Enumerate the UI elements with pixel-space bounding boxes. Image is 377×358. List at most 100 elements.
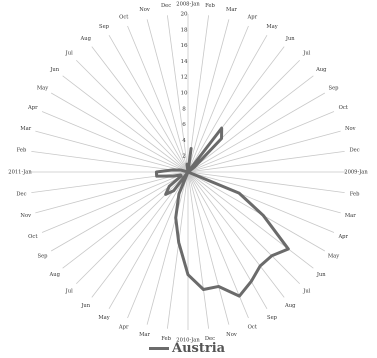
series-line-austria (154, 126, 290, 298)
radial-tick-label: 8 (182, 106, 186, 112)
spoke-line (35, 171, 189, 214)
spoke-line (187, 150, 345, 173)
month-label: Aug (284, 303, 296, 309)
month-label: 2011-Jan (8, 170, 32, 176)
month-label: Jun (80, 303, 90, 309)
spoke-line (187, 19, 230, 173)
spoke-line (75, 59, 189, 173)
spoke-line (146, 171, 189, 325)
radial-tick-label: 4 (182, 138, 186, 144)
spoke-line (187, 171, 249, 319)
radial-tick-label: 6 (182, 122, 186, 128)
month-label: Feb (205, 3, 215, 9)
radial-tick-label: 20 (180, 12, 188, 18)
month-label: Nov (345, 126, 356, 132)
spoke-line (41, 111, 189, 173)
spoke-line (108, 34, 189, 173)
month-label: Apr (27, 105, 38, 111)
month-label: Feb (161, 336, 171, 342)
legend-swatch (149, 346, 169, 350)
month-label: Sep (267, 315, 278, 321)
spoke-line (187, 25, 249, 173)
month-label: Feb (17, 148, 27, 154)
spoke-line (187, 171, 268, 310)
month-label: Nov (20, 213, 31, 219)
spoke-line (108, 171, 189, 310)
month-label: Apr (118, 325, 129, 331)
month-labels: 2008-Jan Feb Mar Apr May Jun Jul Aug Sep Oct Nov De… (8, 2, 368, 344)
radial-tick-label: 2 (182, 154, 186, 160)
month-label: 2009-Jan (344, 170, 368, 176)
spoke-line (166, 15, 189, 173)
spoke-line (187, 171, 345, 194)
month-label: May (37, 86, 48, 92)
series-layer (154, 126, 290, 298)
spoke-line (166, 171, 189, 329)
radial-tick-label: 10 (180, 91, 188, 97)
month-label: Sep (99, 24, 110, 30)
month-label: Dec (16, 191, 26, 197)
month-label: 2010-Jan (176, 338, 200, 344)
spoke-line (187, 111, 335, 173)
spoke-line (187, 15, 210, 173)
month-label: Apr (337, 234, 348, 240)
month-label: Jun (285, 36, 295, 42)
spoke-line (35, 130, 189, 173)
month-label: Dec (349, 148, 359, 154)
radial-ticks: 2 4 6 8 10 12 14 16 18 20 (180, 12, 188, 160)
spoke-line (187, 75, 314, 173)
month-label: Apr (247, 14, 258, 20)
month-label: Aug (49, 272, 61, 278)
month-label: Mar (20, 126, 31, 132)
month-label: Oct (28, 234, 38, 240)
month-label: Jul (65, 51, 73, 57)
month-label: Nov (139, 7, 150, 13)
legend-label: Austria (172, 340, 226, 356)
month-label: Dec (205, 336, 215, 342)
month-label: Sep (38, 254, 49, 260)
spoke-line (41, 171, 189, 233)
month-label: Dec (161, 3, 171, 9)
spoke-line (91, 46, 189, 173)
month-label: Mar (139, 332, 150, 338)
spoke-line (187, 171, 326, 252)
month-label: Jul (65, 288, 73, 294)
spoke-line (187, 171, 230, 325)
month-label: Jul (302, 51, 310, 57)
radial-tick-label: 18 (180, 27, 188, 33)
legend: Austria (149, 340, 225, 356)
radial-tick-label: 16 (180, 43, 188, 49)
spoke-line (187, 34, 268, 173)
month-label: Aug (315, 67, 327, 73)
radial-tick-label: 12 (180, 75, 188, 81)
month-label: Jul (302, 288, 310, 294)
spoke-line (75, 171, 189, 285)
month-label: Jun (49, 67, 59, 73)
spoke-line (31, 150, 189, 173)
spoke-line (187, 130, 341, 173)
spoke-line (50, 92, 189, 173)
spoke-line (127, 25, 189, 173)
month-label: May (98, 315, 109, 321)
month-label: Mar (226, 7, 237, 13)
month-label: May (328, 254, 339, 260)
spoke-line (187, 171, 210, 329)
month-label: Oct (119, 14, 129, 20)
month-label: Oct (339, 105, 349, 111)
radial-tick-label: 14 (180, 59, 188, 65)
month-label: 2008-Jan (176, 2, 200, 8)
spoke-line (50, 171, 189, 252)
spoke-line (146, 19, 189, 173)
month-label: Nov (226, 332, 237, 338)
spoke-line (187, 171, 285, 298)
month-label: Feb (350, 191, 360, 197)
spoke-line (187, 171, 301, 285)
month-label: Mar (345, 213, 356, 219)
month-label: May (266, 24, 277, 30)
spoke-line (187, 92, 326, 173)
month-label: Jun (316, 272, 326, 278)
month-label: Sep (329, 86, 340, 92)
spoke-line (187, 171, 314, 269)
